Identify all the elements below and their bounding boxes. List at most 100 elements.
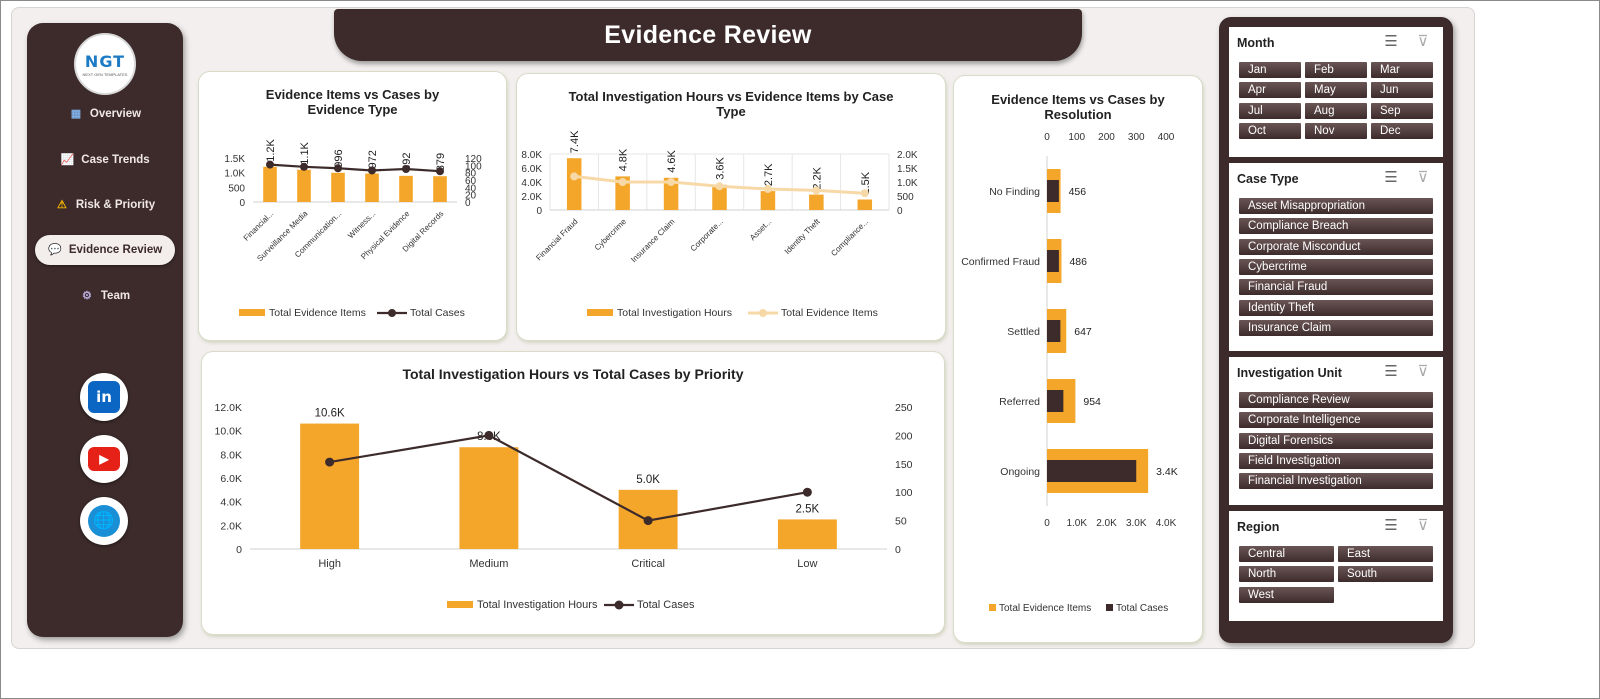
slicer-item[interactable]: Dec	[1371, 122, 1433, 139]
left-axis-tick-label: 6.0K	[220, 473, 242, 485]
chat-bubble-icon: 💬	[47, 244, 62, 256]
clear-filter-icon[interactable]: ⊽	[1417, 517, 1429, 534]
top-axis-tick-label: 400	[1158, 132, 1175, 143]
slicer-item[interactable]: Financial Investigation	[1239, 473, 1433, 490]
clear-filter-icon[interactable]: ⊽	[1417, 169, 1429, 186]
data-label: 4.6K	[666, 150, 678, 173]
series-point	[812, 186, 821, 195]
gear-icon: ⚙	[81, 290, 92, 302]
slicer-item[interactable]: Identity Theft	[1239, 299, 1433, 316]
slicer-investigation-unit: Investigation Unit ☰ ⊽ Compliance Review Cor…	[1229, 357, 1443, 505]
slicer-item[interactable]: May	[1305, 82, 1367, 99]
slicer-region: Region ☰ ⊽ Central East North South West	[1229, 511, 1443, 621]
slicer-item[interactable]: Nov	[1305, 122, 1367, 139]
right-axis-tick-label: 50	[895, 516, 907, 528]
series-line	[269, 163, 441, 173]
slicer-item[interactable]: Asset Misappropriation	[1239, 198, 1433, 214]
clear-filter-icon[interactable]: ⊽	[1417, 363, 1429, 380]
data-label: 7.4K	[569, 130, 581, 153]
slicer-item[interactable]: Compliance Breach	[1239, 218, 1433, 235]
nav-risk-priority[interactable]: ⚠ Risk & Priority	[35, 190, 175, 220]
slicer-item[interactable]: Aug	[1305, 102, 1367, 119]
slicer-item[interactable]: Central	[1239, 546, 1334, 562]
slicer-item[interactable]: Corporate Misconduct	[1239, 238, 1433, 255]
bottom-axis-tick-label: 1.0K	[1066, 518, 1087, 529]
slicer-item[interactable]: East	[1338, 546, 1433, 562]
website-button[interactable]: 🌐	[80, 497, 128, 545]
linkedin-button[interactable]: in	[80, 373, 128, 421]
slicer-item[interactable]: West	[1239, 586, 1334, 603]
bar	[433, 176, 447, 202]
slicer-toolbar: ☰ ⊽	[1381, 169, 1433, 187]
left-axis-tick-label: 4.0K	[521, 178, 542, 189]
category-label: Ongoing	[1000, 466, 1040, 478]
slicer-title: Investigation Unit	[1237, 366, 1342, 380]
category-label: Critical	[631, 558, 665, 570]
series-line	[329, 434, 808, 522]
slicer-item[interactable]: Compliance Review	[1239, 392, 1433, 408]
youtube-icon: ▶	[88, 447, 120, 471]
sidebar: NGT NEXT GEN TEMPLATES ▦ Overview 📈 Case…	[27, 23, 183, 637]
legend-label: Total Cases	[1116, 603, 1168, 614]
clear-filter-icon[interactable]: ⊽	[1417, 33, 1429, 50]
right-axis-tick-label: 1.0K	[897, 178, 918, 189]
slicer-item[interactable]: Cybercrime	[1239, 258, 1433, 275]
left-axis-tick-label: 0	[536, 206, 542, 217]
slicer-month: Month ☰ ⊽ Jan Feb Mar Apr May Jun Jul Aug Sep Oct Nov…	[1229, 27, 1443, 157]
bar	[297, 169, 311, 202]
bar	[459, 447, 519, 549]
left-axis-tick-label: 1.0K	[224, 169, 245, 180]
data-label: 972	[367, 150, 379, 168]
category-label: Confirmed Fraud	[961, 256, 1040, 268]
multi-select-icon[interactable]: ☰	[1384, 517, 1398, 534]
multi-select-icon[interactable]: ☰	[1384, 169, 1398, 186]
category-label: Financial...	[242, 209, 276, 243]
slicer-item[interactable]: Corporate Intelligence	[1239, 412, 1433, 429]
data-label: 879	[435, 153, 447, 171]
right-axis-tick-label: 0	[897, 206, 903, 217]
legend-swatch-bars	[239, 309, 265, 316]
data-label: 1.2K	[265, 139, 277, 162]
category-label: Compliance...	[829, 217, 870, 258]
right-axis-tick-label: 0	[895, 544, 901, 556]
nav-label: Evidence Review	[68, 244, 163, 256]
nav-overview[interactable]: ▦ Overview	[35, 99, 175, 129]
bar	[712, 184, 727, 210]
slicer-item[interactable]: Financial Fraud	[1239, 279, 1433, 296]
slicer-item[interactable]: Mar	[1371, 62, 1433, 78]
legend-label: Total Evidence Items	[999, 603, 1091, 614]
multi-select-icon[interactable]: ☰	[1384, 33, 1398, 50]
multi-select-icon[interactable]: ☰	[1384, 363, 1398, 380]
slicer-item[interactable]: Field Investigation	[1239, 452, 1433, 469]
bar	[857, 199, 873, 210]
slicer-item[interactable]: Jan	[1239, 62, 1301, 78]
nav-evidence-review[interactable]: 💬 Evidence Review	[35, 235, 175, 265]
slicer-item[interactable]: Jul	[1239, 102, 1301, 119]
bottom-axis-tick-label: 4.0K	[1156, 518, 1177, 529]
slicer-item[interactable]: Digital Forensics	[1239, 432, 1433, 449]
chart-hours-by-case-type: 0 2.0K 4.0K 6.0K 8.0K 0 500 1.0K 1.5K 2.0K 7.4K Fin…	[521, 130, 918, 319]
data-label: 1.1K	[299, 141, 311, 164]
slicer-item[interactable]: Sep	[1371, 102, 1433, 119]
data-label: 647	[1074, 326, 1092, 338]
slicer-toolbar: ☰ ⊽	[1381, 517, 1433, 535]
right-axis-tick-label: 2.0K	[897, 150, 918, 161]
top-axis-tick-label: 200	[1098, 132, 1115, 143]
warning-icon: ⚠	[56, 199, 67, 211]
nav-team[interactable]: ⚙ Team	[35, 281, 175, 311]
nav-case-trends[interactable]: 📈 Case Trends	[35, 145, 175, 175]
slicer-item[interactable]: Feb	[1305, 62, 1367, 78]
slicer-item[interactable]: Jun	[1371, 82, 1433, 99]
right-axis-tick-label: 80	[465, 169, 477, 180]
slicer-item[interactable]: North	[1239, 566, 1334, 583]
data-label: 5.0K	[636, 474, 660, 486]
legend-swatch-point	[759, 309, 767, 317]
slicer-item[interactable]: South	[1338, 566, 1433, 583]
slicer-item[interactable]: Insurance Claim	[1239, 319, 1433, 336]
slicer-item[interactable]: Oct	[1239, 122, 1301, 139]
slicer-item[interactable]: Apr	[1239, 82, 1301, 99]
data-label: 2.5K	[796, 503, 820, 515]
category-label: Low	[797, 558, 817, 570]
youtube-button[interactable]: ▶	[80, 435, 128, 483]
bar	[365, 173, 379, 202]
